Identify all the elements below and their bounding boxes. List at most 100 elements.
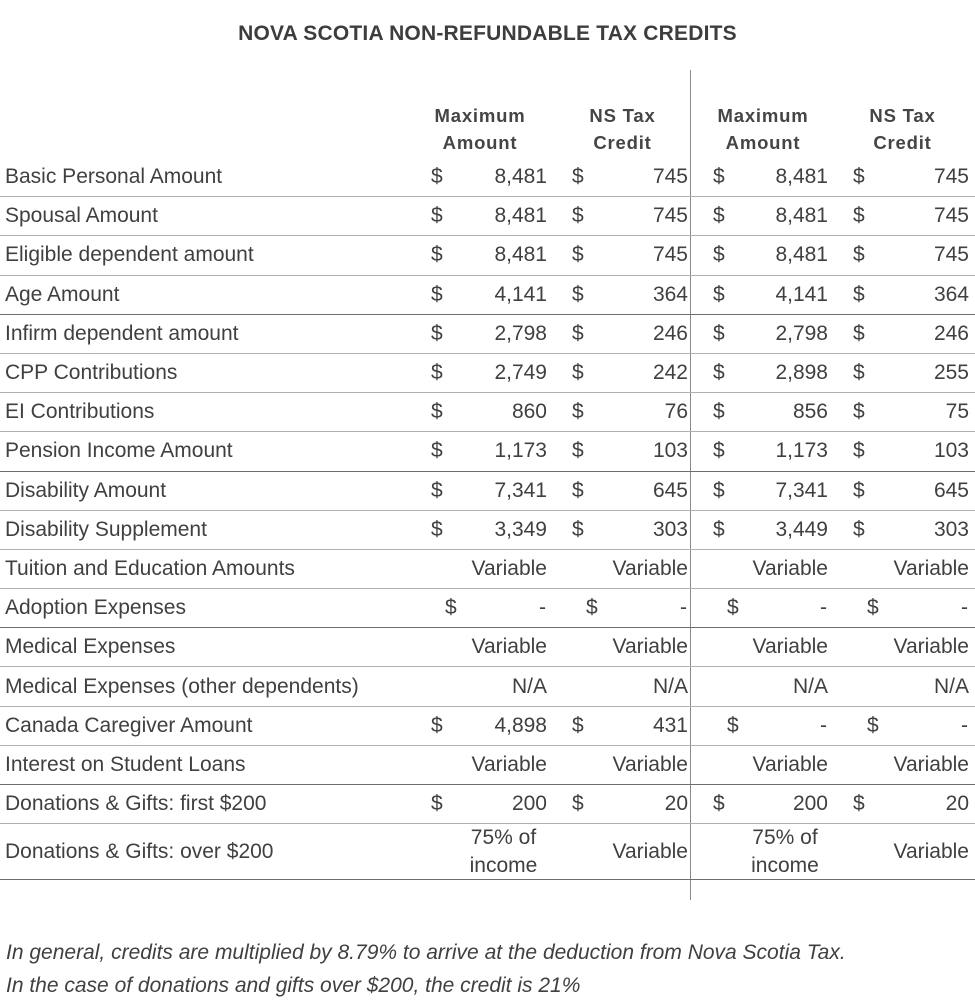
value-cell: 75: [945, 400, 969, 424]
currency-symbol: $: [853, 321, 865, 345]
table-row: Medical Expenses Variable Variable Variable…: [0, 628, 975, 668]
value-cell: -: [820, 596, 827, 620]
currency-symbol: $: [572, 478, 584, 502]
table-row: Spousal Amount $8,481 $745 $8,481 $745: [0, 197, 975, 237]
value-cell: Variable: [612, 556, 689, 580]
row-label: Basic Personal Amount: [5, 165, 223, 189]
row-label: Canada Caregiver Amount: [5, 713, 253, 737]
value-cell: 8,481: [775, 204, 828, 228]
currency-symbol: $: [572, 517, 584, 541]
currency-symbol: $: [572, 792, 584, 816]
currency-symbol: $: [853, 165, 865, 189]
value-cell: Variable: [471, 752, 548, 776]
currency-symbol: $: [431, 792, 443, 816]
value-cell: 745: [933, 165, 969, 189]
value-cell: 745: [652, 243, 688, 267]
header-max-amount-1: Maximum Amount: [434, 105, 526, 153]
table-row: Age Amount $4,141 $364 $4,141 $364: [0, 276, 975, 315]
currency-symbol: $: [853, 478, 865, 502]
value-cell: -: [539, 596, 546, 620]
currency-symbol: $: [572, 282, 584, 306]
currency-symbol: $: [431, 204, 443, 228]
currency-symbol: $: [713, 282, 725, 306]
value-cell: Variable: [612, 635, 689, 659]
value-cell: 200: [511, 792, 547, 816]
value-cell: 4,141: [494, 282, 547, 306]
credits-table: Basic Personal Amount $8,481 $745 $8,481 $74…: [0, 158, 975, 881]
value-cell: 246: [652, 321, 688, 345]
currency-symbol: $: [572, 713, 584, 737]
currency-symbol: $: [713, 517, 725, 541]
value-cell: -: [961, 713, 968, 737]
row-label: Pension Income Amount: [5, 439, 233, 463]
table-row: Basic Personal Amount $8,481 $745 $8,481 $74…: [0, 158, 975, 198]
table-row: Adoption Expenses $ - $ - $ - $ -: [0, 589, 975, 629]
column-divider: [690, 70, 691, 900]
value-cell: -: [961, 596, 968, 620]
currency-symbol: $: [713, 361, 725, 385]
currency-symbol: $: [431, 282, 443, 306]
value-cell: 255: [933, 361, 969, 385]
currency-symbol: $: [713, 243, 725, 267]
value-cell: 8,481: [494, 165, 547, 189]
value-cell: 645: [933, 478, 969, 502]
value-cell: 303: [652, 517, 688, 541]
value-cell: Variable: [893, 752, 970, 776]
value-cell: 2,898: [775, 361, 828, 385]
currency-symbol: $: [431, 478, 443, 502]
row-label: Adoption Expenses: [5, 596, 186, 620]
value-cell: 20: [664, 792, 688, 816]
currency-symbol: $: [431, 165, 443, 189]
currency-symbol: $: [431, 361, 443, 385]
row-label: Infirm dependent amount: [5, 321, 239, 345]
value-cell: 1,173: [494, 439, 547, 463]
currency-symbol: $: [867, 596, 879, 620]
currency-symbol: $: [431, 400, 443, 424]
value-cell: 3,449: [775, 517, 828, 541]
value-cell: 745: [652, 165, 688, 189]
currency-symbol: $: [572, 439, 584, 463]
currency-symbol: $: [713, 439, 725, 463]
value-cell: 200: [792, 792, 828, 816]
value-cell: 103: [933, 439, 969, 463]
currency-symbol: $: [853, 204, 865, 228]
currency-symbol: $: [853, 400, 865, 424]
row-label: CPP Contributions: [5, 361, 178, 385]
currency-symbol: $: [572, 400, 584, 424]
table-row: Pension Income Amount $1,173 $103 $1,173 $10…: [0, 432, 975, 472]
table-row: Infirm dependent amount $2,798 $246 $2,798 $…: [0, 315, 975, 354]
value-cell: 7,341: [494, 478, 547, 502]
value-cell: 364: [933, 282, 969, 306]
value-cell: N/A: [792, 674, 828, 698]
row-label: Medical Expenses (other dependents): [5, 674, 359, 698]
row-label: Donations & Gifts: over $200: [5, 839, 274, 863]
currency-symbol: $: [853, 439, 865, 463]
value-cell: 303: [933, 517, 969, 541]
value-cell: 1,173: [775, 439, 828, 463]
value-cell: 242: [652, 361, 688, 385]
value-cell: Variable: [612, 752, 689, 776]
currency-symbol: $: [713, 792, 725, 816]
footnote: In general, credits are multiplied by 8.…: [6, 941, 846, 997]
value-cell: 745: [933, 243, 969, 267]
value-cell: 7,341: [775, 478, 828, 502]
currency-symbol: $: [572, 243, 584, 267]
currency-symbol: $: [431, 517, 443, 541]
value-cell: 20: [945, 792, 969, 816]
table-row: Disability Supplement $3,349 $303 $3,449 $30…: [0, 511, 975, 550]
currency-symbol: $: [853, 282, 865, 306]
header-ns-credit-1: NS Tax Credit: [589, 105, 656, 153]
value-cell: 745: [933, 204, 969, 228]
value-cell: 645: [652, 478, 688, 502]
currency-symbol: $: [431, 243, 443, 267]
row-label: Tuition and Education Amounts: [5, 556, 295, 580]
table-row: Donations & Gifts: first $200 $200 $20 $200…: [0, 785, 975, 825]
value-cell: Variable: [893, 635, 970, 659]
value-cell: 8,481: [494, 243, 547, 267]
currency-symbol: $: [572, 165, 584, 189]
table-row: Donations & Gifts: over $200 75% of income…: [0, 824, 975, 881]
row-label: Eligible dependent amount: [5, 243, 254, 267]
row-label: Disability Supplement: [5, 517, 207, 541]
table-row: Disability Amount $7,341 $645 $7,341 $645: [0, 472, 975, 511]
currency-symbol: $: [853, 792, 865, 816]
